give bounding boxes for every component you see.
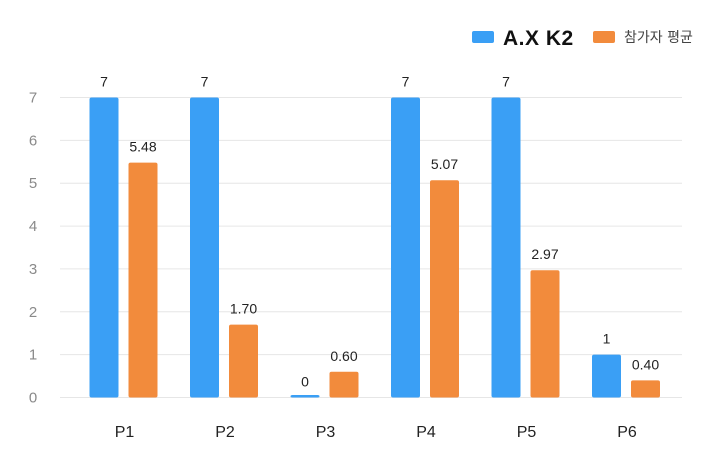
bar-p1-series-1 <box>89 97 119 398</box>
bar-p5-series-1 <box>491 97 521 398</box>
bar-p4-series-2 <box>430 180 459 398</box>
bar-p2-series-2 <box>229 324 258 398</box>
data-label: 2.97 <box>531 246 558 262</box>
gridlines <box>60 97 682 398</box>
y-tick-label: 5 <box>29 175 37 192</box>
x-tick-label: P5 <box>517 424 537 441</box>
y-tick-label: 7 <box>29 90 37 107</box>
data-label: 7 <box>402 74 410 90</box>
y-tick-label: 6 <box>29 132 37 149</box>
data-label: 7 <box>201 74 209 90</box>
data-label: 1.70 <box>230 301 257 317</box>
bar-p3-series-1 <box>290 395 320 398</box>
bar-p6-series-1 <box>592 354 621 398</box>
y-tick-label: 0 <box>29 390 37 407</box>
legend-label-participant-avg: 참가자 평균 <box>624 30 693 46</box>
legend-swatch-ax-k2 <box>472 31 494 43</box>
bar-p6-series-2 <box>631 380 660 398</box>
y-tick-label: 2 <box>29 304 37 321</box>
data-label: 0 <box>301 374 309 390</box>
data-label: 7 <box>502 74 510 90</box>
x-tick-label: P6 <box>617 424 637 441</box>
x-tick-label: P2 <box>215 424 235 441</box>
x-axis-ticks: P1 P2 P3 P4 P5 P6 <box>115 424 637 441</box>
legend-swatch-participant-avg <box>593 31 615 43</box>
data-labels: 7 5.48 7 1.70 0 0.60 7 5.07 7 2.97 1 0.40 <box>100 74 659 390</box>
bar-p4-series-1 <box>391 97 420 398</box>
data-label: 5.48 <box>129 139 156 155</box>
y-tick-label: 3 <box>29 261 37 278</box>
data-label: 0.40 <box>632 356 659 372</box>
data-label: 0.60 <box>330 348 357 364</box>
y-tick-label: 4 <box>29 218 37 235</box>
bar-p1-series-2 <box>128 162 158 398</box>
y-tick-label: 1 <box>29 347 37 364</box>
data-label: 5.07 <box>431 156 458 172</box>
x-tick-label: P3 <box>316 424 336 441</box>
y-axis-ticks: 0 1 2 3 4 5 6 7 <box>29 90 37 407</box>
legend: A.X K2 참가자 평균 <box>472 27 693 50</box>
bar-p3-series-2 <box>329 371 359 398</box>
x-tick-label: P4 <box>416 424 436 441</box>
data-label: 7 <box>100 74 108 90</box>
bar-p5-series-2 <box>530 270 560 398</box>
bar-p2-series-1 <box>190 97 219 398</box>
x-tick-label: P1 <box>115 424 135 441</box>
bars <box>89 97 660 398</box>
legend-label-ax-k2: A.X K2 <box>503 27 574 50</box>
data-label: 1 <box>603 331 611 347</box>
